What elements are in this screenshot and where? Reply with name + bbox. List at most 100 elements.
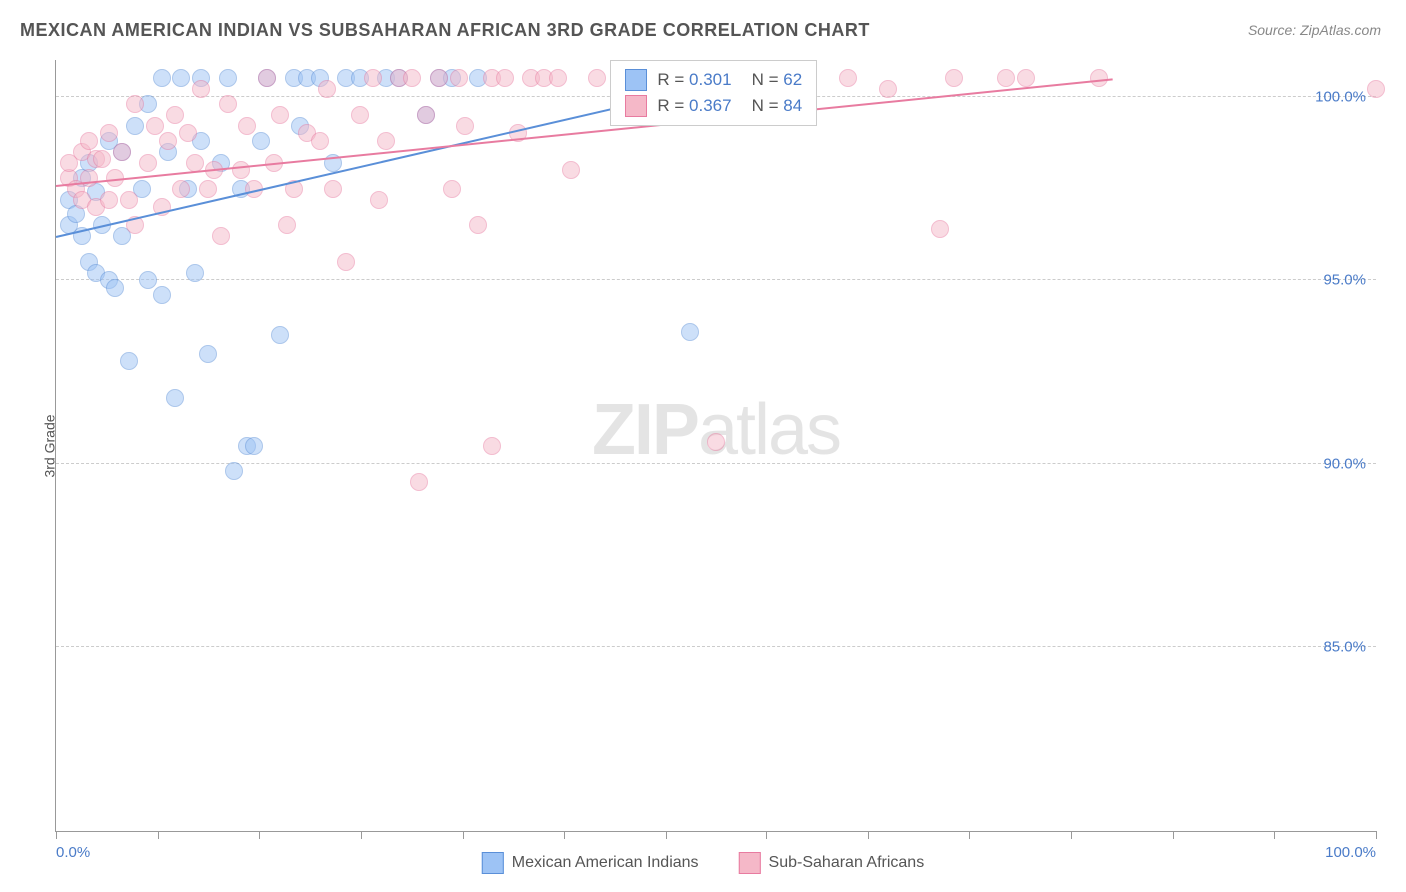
x-tick [259, 831, 260, 839]
scatter-point [1367, 80, 1385, 98]
scatter-point [588, 69, 606, 87]
stats-row: R = 0.367 N = 84 [625, 93, 802, 119]
x-tick [1274, 831, 1275, 839]
scatter-point [146, 117, 164, 135]
scatter-point [337, 253, 355, 271]
scatter-point [225, 462, 243, 480]
stats-swatch [625, 95, 647, 117]
scatter-point [443, 180, 461, 198]
stats-r-label: R = 0.301 [657, 70, 731, 90]
scatter-point [364, 69, 382, 87]
stats-row: R = 0.301 N = 62 [625, 67, 802, 93]
scatter-point [139, 271, 157, 289]
scatter-point [681, 323, 699, 341]
scatter-point [377, 132, 395, 150]
scatter-point [80, 132, 98, 150]
scatter-point [219, 95, 237, 113]
scatter-point [139, 154, 157, 172]
scatter-point [106, 279, 124, 297]
scatter-point [120, 191, 138, 209]
y-tick-label: 100.0% [1315, 88, 1366, 105]
scatter-point [113, 143, 131, 161]
x-tick [666, 831, 667, 839]
scatter-point [931, 220, 949, 238]
watermark-bold: ZIP [592, 390, 698, 470]
x-tick [158, 831, 159, 839]
x-tick [766, 831, 767, 839]
scatter-point [997, 69, 1015, 87]
scatter-point [219, 69, 237, 87]
stats-n-label: N = 62 [752, 70, 803, 90]
x-tick [969, 831, 970, 839]
legend-swatch-series2 [739, 852, 761, 874]
x-tick [564, 831, 565, 839]
scatter-point [93, 150, 111, 168]
stats-r-label: R = 0.367 [657, 96, 731, 116]
x-tick [868, 831, 869, 839]
scatter-point [945, 69, 963, 87]
x-tick [1376, 831, 1377, 839]
scatter-point [153, 69, 171, 87]
scatter-point [839, 69, 857, 87]
x-tick [463, 831, 464, 839]
scatter-point [549, 69, 567, 87]
x-tick-label: 0.0% [56, 844, 90, 861]
legend-item-series2: Sub-Saharan Africans [739, 852, 925, 874]
stats-n-label: N = 84 [752, 96, 803, 116]
watermark: ZIPatlas [592, 389, 840, 471]
scatter-point [245, 437, 263, 455]
scatter-point [1017, 69, 1035, 87]
scatter-point [120, 352, 138, 370]
scatter-point [166, 106, 184, 124]
plot-area: ZIPatlas 85.0%90.0%95.0%100.0%0.0%100.0%… [55, 60, 1376, 832]
stats-box: R = 0.301 N = 62 R = 0.367 N = 84 [610, 60, 817, 126]
scatter-point [278, 216, 296, 234]
legend-item-series1: Mexican American Indians [482, 852, 699, 874]
scatter-point [258, 69, 276, 87]
scatter-point [153, 286, 171, 304]
x-tick [1173, 831, 1174, 839]
scatter-point [186, 264, 204, 282]
trend-line [56, 78, 1113, 187]
scatter-point [879, 80, 897, 98]
scatter-point [172, 180, 190, 198]
legend: Mexican American Indians Sub-Saharan Afr… [482, 852, 924, 874]
legend-label-series1: Mexican American Indians [512, 854, 699, 872]
scatter-point [562, 161, 580, 179]
gridline-horizontal [56, 646, 1376, 647]
gridline-horizontal [56, 279, 1376, 280]
x-tick [361, 831, 362, 839]
y-tick-label: 85.0% [1323, 639, 1366, 656]
y-tick-label: 95.0% [1323, 272, 1366, 289]
x-tick-label: 100.0% [1325, 844, 1376, 861]
y-tick-label: 90.0% [1323, 455, 1366, 472]
gridline-horizontal [56, 463, 1376, 464]
legend-label-series2: Sub-Saharan Africans [769, 854, 925, 872]
scatter-point [186, 154, 204, 172]
scatter-point [126, 95, 144, 113]
scatter-point [430, 69, 448, 87]
scatter-point [100, 124, 118, 142]
scatter-point [238, 117, 256, 135]
chart-title: MEXICAN AMERICAN INDIAN VS SUBSAHARAN AF… [20, 20, 870, 41]
scatter-point [192, 80, 210, 98]
scatter-point [318, 80, 336, 98]
x-tick [56, 831, 57, 839]
scatter-point [159, 132, 177, 150]
scatter-point [351, 106, 369, 124]
scatter-point [271, 326, 289, 344]
scatter-point [252, 132, 270, 150]
scatter-point [199, 180, 217, 198]
scatter-point [199, 345, 217, 363]
scatter-point [483, 437, 501, 455]
scatter-point [126, 117, 144, 135]
scatter-point [450, 69, 468, 87]
scatter-point [172, 69, 190, 87]
scatter-point [212, 227, 230, 245]
scatter-point [707, 433, 725, 451]
x-tick [1071, 831, 1072, 839]
source-attribution: Source: ZipAtlas.com [1248, 22, 1381, 38]
scatter-point [417, 106, 435, 124]
scatter-point [232, 161, 250, 179]
scatter-point [100, 191, 118, 209]
